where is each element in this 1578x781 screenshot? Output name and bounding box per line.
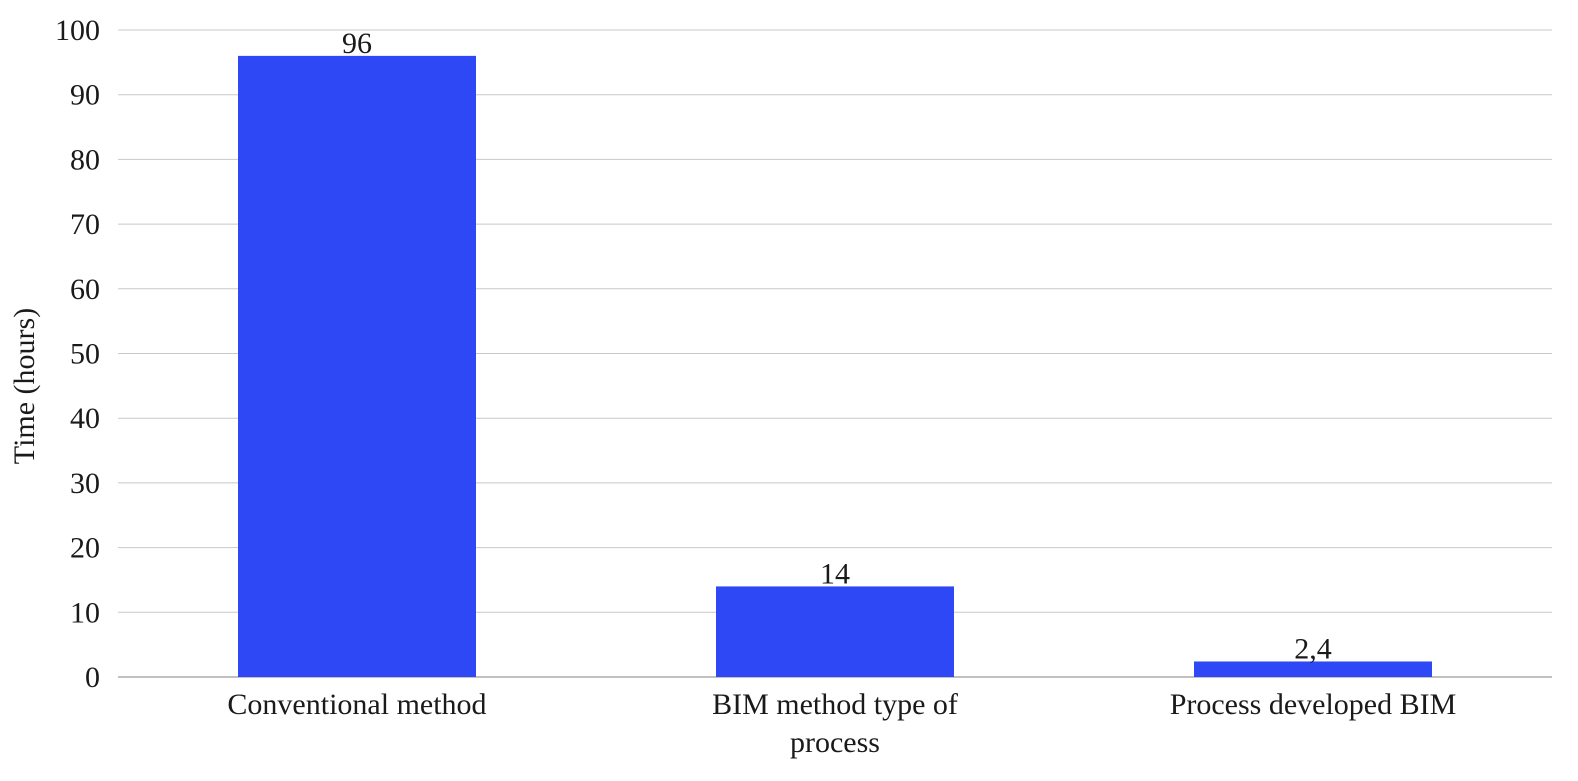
y-tick-label: 90	[70, 79, 100, 112]
x-category-label: process	[790, 726, 880, 759]
bar-value-label: 96	[342, 27, 372, 60]
x-axis-categories: Conventional method BIM method type of pro…	[227, 688, 1456, 759]
x-category-label: BIM method type of	[712, 688, 958, 721]
data-labels: 96 14 2,4	[342, 27, 1332, 666]
y-tick-label: 100	[55, 14, 100, 47]
bar	[238, 55, 476, 677]
y-tick-label: 80	[70, 143, 100, 176]
y-tick-label: 40	[70, 402, 100, 435]
y-tick-label: 30	[70, 467, 100, 500]
y-tick-label: 60	[70, 273, 100, 306]
x-category-label: Conventional method	[227, 688, 486, 721]
bar	[1194, 661, 1432, 677]
bar-value-label: 2,4	[1294, 632, 1332, 665]
bar	[716, 586, 954, 677]
y-tick-label: 10	[70, 596, 100, 629]
bars	[238, 55, 1432, 677]
y-tick-label: 20	[70, 532, 100, 565]
y-tick-label: 0	[85, 661, 100, 694]
y-tick-label: 70	[70, 208, 100, 241]
y-tick-label: 50	[70, 338, 100, 371]
y-axis-title: Time (hours)	[8, 308, 41, 464]
x-category-label: Process developed BIM	[1170, 688, 1457, 721]
y-axis-ticks: 0 10 20 30 40 50 60 70 80 90 100	[55, 14, 100, 694]
bar-value-label: 14	[820, 557, 850, 590]
